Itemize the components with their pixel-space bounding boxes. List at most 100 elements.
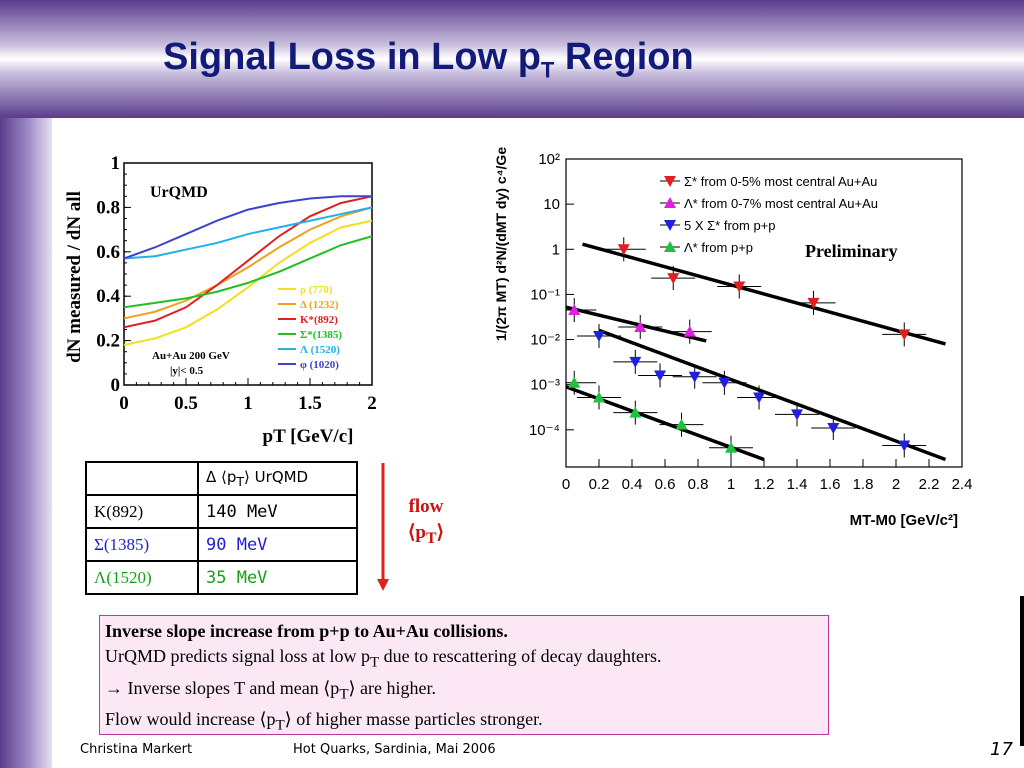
data-point (753, 392, 766, 404)
left-decorative-bar (0, 118, 52, 768)
legend-marker (664, 197, 676, 208)
x-tick-label: 2.2 (919, 476, 940, 493)
footer-author: Christina Markert (80, 742, 193, 757)
data-point (898, 329, 911, 341)
legend-label: Σ*(1385) (300, 329, 342, 341)
particle-cell: Λ(1520) (85, 560, 199, 595)
legend-label: 5 X Σ* from p+p (684, 218, 776, 233)
notes-line-1: Inverse slope increase from p+p to Au+Au… (105, 621, 508, 641)
annotation: Au+Au 200 GeV (152, 350, 230, 362)
plot-area (566, 237, 947, 462)
notes-line-4: Flow would increase ⟨pT⟩ of higher masse… (105, 709, 543, 734)
legend-label: φ (1020) (300, 359, 339, 371)
table-header-row: Δ ⟨pT⟩ UrQMD (85, 461, 358, 496)
x-tick-label: 1.4 (787, 476, 808, 493)
data-point (718, 377, 731, 389)
legend-label: Δ (1232) (300, 299, 339, 311)
table-row: Σ(1385) 90 MeV (85, 527, 358, 562)
data-point (675, 418, 688, 430)
pt-shift-table: Δ ⟨pT⟩ UrQMD K(892) 140 MeV Σ(1385) 90 M… (85, 461, 358, 595)
series-line (123, 195, 372, 260)
flow-label: flow ⟨pT⟩ (408, 494, 444, 552)
data-point (725, 441, 737, 453)
spectra-chart: 0 0.2 0.4 0.6 0.8 1 1.2 1.4 1.6 1.8 2 2.2 2.4 10² 10 1 1… (493, 133, 973, 529)
x-tick-label: 2 (367, 393, 377, 414)
down-arrow-icon (377, 463, 389, 591)
urqmd-chart-panel: 0 0.5 1 1.5 2 0 0.2 0.4 0.6 0.8 1 ρ (770) Δ (1232) K*… (58, 127, 411, 455)
legend-label: ρ (770) (300, 284, 333, 296)
x-tick-label: 2.4 (952, 476, 973, 493)
flow-label-line2: ⟨pT⟩ (408, 522, 444, 547)
series-line (123, 235, 373, 309)
y-tick-label: 10⁻³ (530, 377, 560, 394)
x-tick-label: 0.8 (688, 476, 709, 493)
y-tick-label: 10⁻¹ (530, 286, 560, 303)
y-axis-label: dN measured / dN all (64, 191, 85, 363)
preliminary-label: Preliminary (805, 241, 898, 261)
series-line (123, 219, 373, 347)
value-cell: 90 MeV (197, 527, 358, 562)
x-tick-label: 0.4 (622, 476, 643, 493)
spectra-chart-panel: 0 0.2 0.4 0.6 0.8 1 1.2 1.4 1.6 1.8 2 2.2 2.4 10² 10 1 1… (470, 133, 983, 563)
data-point (683, 325, 696, 337)
series-line (123, 206, 373, 320)
x-tick-label: 0 (119, 393, 129, 414)
particle-cell: Σ(1385) (85, 527, 199, 562)
x-tick-label: 0.6 (655, 476, 676, 493)
data-point (593, 391, 605, 403)
title-banner (0, 0, 1024, 118)
y-tick-label: 10⁻⁴ (529, 422, 560, 439)
notes-line-2: UrQMD predicts signal loss at low pT due… (105, 646, 662, 671)
title-end: Region (554, 36, 694, 78)
title-subscript: T (540, 57, 555, 83)
slide-title: Signal Loss in Low pT Region (163, 36, 694, 84)
fit-line (582, 242, 946, 346)
y-axis-label: 1/(2π MT) d²N/(dMT dy) c⁴/GeV² (493, 147, 509, 341)
data-point (791, 409, 803, 421)
x-tick-label: 0.5 (174, 393, 198, 414)
y-tick-label: 1 (111, 153, 121, 174)
legend-label: Λ* from p+p (684, 240, 753, 255)
data-point (629, 356, 642, 368)
title-main: Signal Loss in Low p (163, 36, 541, 78)
urqmd-chart: 0 0.5 1 1.5 2 0 0.2 0.4 0.6 0.8 1 ρ (770) Δ (1232) K*… (64, 153, 377, 447)
data-point (568, 304, 581, 316)
data-point (898, 440, 911, 452)
x-tick-label: 1 (727, 476, 735, 493)
chart-title: UrQMD (150, 184, 208, 201)
right-edge-bar (1020, 596, 1024, 746)
y-tick-label: 0.6 (96, 242, 120, 263)
y-tick-label: 1 (552, 241, 560, 258)
table-corner-cell (85, 461, 199, 496)
y-tick-label: 0 (111, 375, 121, 396)
x-tick-label: 1.6 (820, 476, 841, 493)
fit-line (566, 305, 707, 343)
data-point (654, 370, 667, 382)
y-tick-label: 0.4 (96, 286, 120, 307)
data-point (688, 371, 701, 383)
fit-line (598, 328, 947, 462)
footer-conference: Hot Quarks, Sardinia, Mai 2006 (293, 742, 496, 757)
legend-label: Σ* from 0-5% most central Au+Au (684, 174, 877, 189)
data-point (827, 422, 840, 434)
y-tick-label: 10⁻² (530, 332, 560, 349)
annotation: |y|< 0.5 (170, 365, 204, 377)
x-axis-label: pT [GeV/c] (263, 426, 354, 447)
value-cell: 35 MeV (197, 560, 358, 595)
data-point (733, 281, 746, 293)
data-point (634, 320, 647, 332)
x-tick-label: 1.5 (298, 393, 322, 414)
x-tick-label: 1.2 (754, 476, 775, 493)
y-tick-label: 10² (538, 151, 560, 168)
table-row: K(892) 140 MeV (85, 494, 358, 529)
y-tick-label: 0.2 (96, 331, 120, 352)
data-point (617, 244, 630, 256)
series-line (123, 206, 373, 260)
page-number: 17 (990, 739, 1013, 760)
x-tick-label: 0 (562, 476, 570, 493)
x-tick-label: 2 (892, 476, 900, 493)
legend-marker (664, 241, 676, 252)
legend-label: Λ* from 0-7% most central Au+Au (684, 196, 878, 211)
footer: Christina Markert Hot Quarks, Sardinia, … (0, 739, 1024, 768)
data-point (807, 297, 820, 309)
